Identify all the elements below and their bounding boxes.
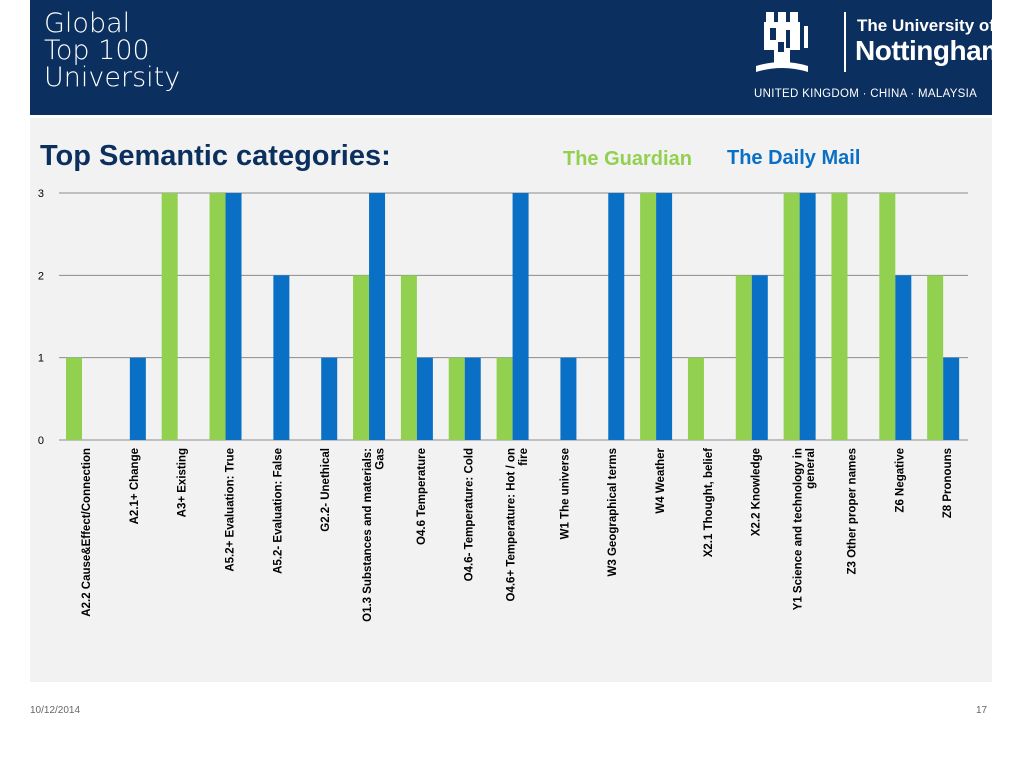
y-tick-label: 2 [38, 270, 44, 282]
bar-guardian [687, 357, 704, 440]
category-label: X2.2 Knowledge [751, 448, 763, 536]
category-label: O4.6- Temperature: Cold [464, 448, 476, 581]
university-name: Nottingham [855, 35, 1006, 66]
bar-guardian [831, 193, 848, 440]
bar-dailymail [560, 357, 577, 440]
category-label: O1.3 Substances and materials: [362, 448, 374, 622]
category-label: Y1 Science and technology in [792, 448, 804, 610]
bar-guardian [209, 193, 226, 440]
category-label: O4.6 Temperature [416, 448, 428, 545]
bar-dailymail [799, 193, 816, 440]
tagline-line: Global [44, 8, 131, 39]
bar-guardian [400, 275, 417, 440]
header-banner: Global Top 100 University The University… [30, 0, 1006, 115]
page-number: 17 [976, 705, 988, 716]
category-label: W1 The universe [559, 448, 571, 539]
bar-dailymail [751, 275, 768, 440]
bar-dailymail [273, 275, 290, 440]
category-label: Z3 Other proper names [846, 448, 858, 575]
legend-guardian: The Guardian [563, 148, 692, 170]
castle-crest-icon [756, 12, 808, 72]
category-label: O4.6+ Temperature: Hot / on [505, 448, 517, 601]
bar-guardian [448, 357, 465, 440]
bar-guardian [640, 193, 657, 440]
bar-dailymail [512, 193, 529, 440]
bar-guardian [496, 357, 513, 440]
category-label: fire [518, 448, 530, 466]
category-label: Gas [374, 448, 386, 470]
bar-dailymail [416, 357, 433, 440]
bar-guardian [879, 193, 896, 440]
category-label: X2.1 Thought, belief [703, 448, 715, 557]
bar-guardian [735, 275, 752, 440]
bar-dailymail [129, 357, 146, 440]
category-label: Z8 Pronouns [942, 448, 954, 518]
bar-chart: 0 1 2 3 A2.2 Cause&Effect/Connection A2.1+ Ch… [38, 188, 968, 622]
category-label: W4 Weather [655, 447, 667, 513]
bar-dailymail [656, 193, 673, 440]
category-label: A3+ Existing [177, 448, 189, 517]
category-label: G2.2- Unethical [320, 448, 332, 532]
category-label: A2.1+ Change [129, 448, 141, 524]
bar-dailymail [608, 193, 625, 440]
legend-dailymail: The Daily Mail [727, 147, 861, 169]
bar-dailymail [225, 193, 242, 440]
category-label: A2.2 Cause&Effect/Connection [81, 448, 93, 617]
y-tick-label: 3 [38, 188, 44, 200]
bar-dailymail [895, 275, 912, 440]
bar-dailymail [943, 357, 960, 440]
bar-dailymail [369, 193, 386, 440]
category-label: general [805, 448, 817, 489]
y-tick-label: 0 [38, 435, 44, 447]
y-tick-label: 1 [38, 353, 44, 365]
bar-guardian [66, 357, 82, 440]
bar-guardian [353, 275, 370, 440]
category-label: A5.2- Evaluation: False [272, 448, 284, 574]
slide-title: Top Semantic categories: [40, 140, 391, 172]
bar-dailymail [464, 357, 481, 440]
category-label: W3 Geographical terms [607, 448, 619, 576]
bar-guardian [927, 275, 944, 440]
footer-date: 10/12/2014 [30, 705, 81, 716]
tagline-line: Top 100 [44, 35, 150, 66]
university-prefix: The University of [857, 16, 995, 35]
category-label: Z6 Negative [894, 448, 906, 513]
tagline: Global Top 100 University [44, 10, 180, 91]
tagline-line: University [44, 62, 181, 93]
category-label: A5.2+ Evaluation: True [224, 448, 236, 572]
logo-divider [844, 12, 846, 72]
bar-guardian [783, 193, 800, 440]
content-panel: Top Semantic categories: The Guardian Th… [30, 118, 992, 682]
bar-guardian [161, 193, 178, 440]
bar-dailymail [321, 357, 338, 440]
university-countries: UNITED KINGDOM · CHINA · MALAYSIA [754, 88, 978, 100]
university-logo: The University of Nottingham UNITED KING… [752, 10, 1006, 105]
